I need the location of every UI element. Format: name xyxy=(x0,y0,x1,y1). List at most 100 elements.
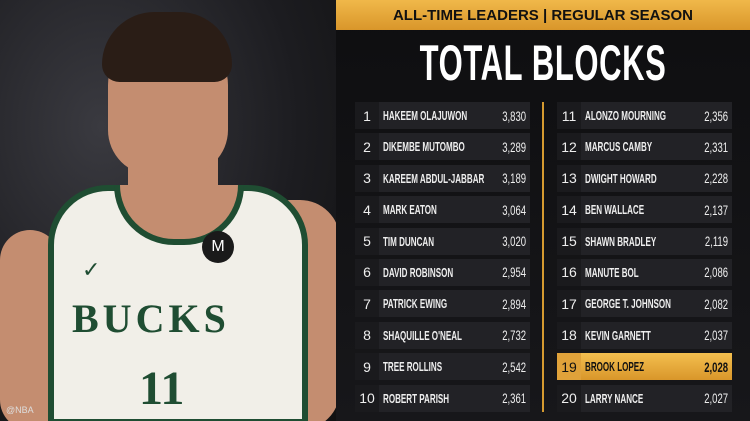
blocks-cell: 2,331 xyxy=(692,139,732,155)
blocks-value: 3,020 xyxy=(502,233,526,250)
blocks-cell: 3,189 xyxy=(490,170,530,186)
jersey: M ✓ BUCKS 11 xyxy=(48,185,308,421)
nike-swoosh-icon: ✓ xyxy=(82,257,101,282)
blocks-value: 2,037 xyxy=(704,327,728,344)
rank: 9 xyxy=(355,353,379,381)
blocks-cell: 3,289 xyxy=(490,139,530,155)
blocks-value: 2,331 xyxy=(704,138,728,155)
player-name-cell: ROBERT PARISH xyxy=(379,391,490,406)
player-name: MARCUS CAMBY xyxy=(585,139,653,155)
blocks-value: 2,027 xyxy=(704,390,728,407)
player-name: TREE ROLLINS xyxy=(383,359,443,375)
table-row: 16 MANUTE BOL 2,086 xyxy=(557,258,732,286)
blocks-cell: 2,356 xyxy=(692,108,732,124)
player-name-cell: HAKEEM OLAJUWON xyxy=(379,108,490,123)
blocks-value: 2,542 xyxy=(502,358,526,375)
leaders-panel: ALL-TIME LEADERS | REGULAR SEASON TOTAL … xyxy=(336,0,750,421)
rank: 17 xyxy=(557,290,581,318)
blocks-value: 3,064 xyxy=(502,201,526,218)
leaders-column-1: 1 HAKEEM OLAJUWON 3,830 2 DIKEMBE MUTOMBO 3,2… xyxy=(355,102,530,416)
player-name-cell: PATRICK EWING xyxy=(379,296,490,311)
blocks-value: 2,028 xyxy=(704,358,728,375)
blocks-cell: 2,119 xyxy=(692,233,732,249)
blocks-value: 2,894 xyxy=(502,295,526,312)
player-name: DIKEMBE MUTOMBO xyxy=(383,139,465,155)
rank: 7 xyxy=(355,290,379,318)
blocks-cell: 3,830 xyxy=(490,108,530,124)
player-name-cell: DAVID ROBINSON xyxy=(379,265,490,280)
blocks-cell: 2,954 xyxy=(490,264,530,280)
player-name-cell: BEN WALLACE xyxy=(581,202,692,217)
blocks-value: 2,228 xyxy=(704,170,728,187)
player-name-cell: LARRY NANCE xyxy=(581,391,692,406)
title-wrap: TOTAL BLOCKS xyxy=(336,30,750,96)
table-row: 8 SHAQUILLE O'NEAL 2,732 xyxy=(355,321,530,349)
rank: 19 xyxy=(557,353,581,381)
player-name-cell: KEVIN GARNETT xyxy=(581,328,692,343)
blocks-cell: 2,086 xyxy=(692,264,732,280)
blocks-cell: 2,228 xyxy=(692,170,732,186)
table-row: 20 LARRY NANCE 2,027 xyxy=(557,384,732,412)
player-name: MANUTE BOL xyxy=(585,264,639,280)
blocks-cell: 2,894 xyxy=(490,296,530,312)
column-divider xyxy=(542,102,544,412)
player-name: DAVID ROBINSON xyxy=(383,264,454,280)
blocks-cell: 2,732 xyxy=(490,327,530,343)
player-name: BROOK LOPEZ xyxy=(585,359,645,375)
player-name: KAREEM ABDUL-JABBAR xyxy=(383,170,485,186)
subtitle: ALL-TIME LEADERS | REGULAR SEASON xyxy=(392,6,694,24)
player-name: TIM DUNCAN xyxy=(383,233,435,249)
rank: 5 xyxy=(355,227,379,255)
player-name-cell: SHAQUILLE O'NEAL xyxy=(379,328,490,343)
player-name: PATRICK EWING xyxy=(383,296,448,312)
player-photo: M ✓ BUCKS 11 @NBA xyxy=(0,0,336,421)
table-row: 1 HAKEEM OLAJUWON 3,830 xyxy=(355,102,530,129)
player-name-cell: SHAWN BRADLEY xyxy=(581,234,692,249)
player-name-cell: DWIGHT HOWARD xyxy=(581,171,692,186)
table-row: 12 MARCUS CAMBY 2,331 xyxy=(557,133,732,161)
blocks-value: 3,189 xyxy=(502,170,526,187)
blocks-value: 2,119 xyxy=(704,233,728,250)
table-row: 7 PATRICK EWING 2,894 xyxy=(355,290,530,318)
table-row: 18 KEVIN GARNETT 2,037 xyxy=(557,321,732,349)
photo-credit: @NBA xyxy=(6,405,34,415)
table-row: 2 DIKEMBE MUTOMBO 3,289 xyxy=(355,133,530,161)
player-name: MARK EATON xyxy=(383,202,437,218)
rank: 14 xyxy=(557,196,581,224)
leaders-column-2: 11 ALONZO MOURNING 2,356 12 MARCUS CAMBY 2,33… xyxy=(557,102,732,416)
table-row: 15 SHAWN BRADLEY 2,119 xyxy=(557,227,732,255)
rank: 11 xyxy=(557,102,581,129)
player-name-cell: DIKEMBE MUTOMBO xyxy=(379,139,490,154)
rank: 2 xyxy=(355,133,379,161)
rank: 4 xyxy=(355,196,379,224)
table-row: 13 DWIGHT HOWARD 2,228 xyxy=(557,164,732,192)
blocks-cell: 2,028 xyxy=(692,359,732,375)
player-name-cell: BROOK LOPEZ xyxy=(581,359,692,374)
blocks-cell: 2,082 xyxy=(692,296,732,312)
table-row: 11 ALONZO MOURNING 2,356 xyxy=(557,102,732,129)
player-name: LARRY NANCE xyxy=(585,390,644,406)
table-row: 17 GEORGE T. JOHNSON 2,082 xyxy=(557,290,732,318)
player-name: KEVIN GARNETT xyxy=(585,327,651,343)
rank: 20 xyxy=(557,384,581,412)
rank: 8 xyxy=(355,321,379,349)
player-name-cell: KAREEM ABDUL-JABBAR xyxy=(379,171,490,186)
blocks-value: 2,137 xyxy=(704,201,728,218)
player-name: DWIGHT HOWARD xyxy=(585,170,657,186)
table-row: 4 MARK EATON 3,064 xyxy=(355,196,530,224)
rank: 10 xyxy=(355,384,379,412)
blocks-cell: 2,361 xyxy=(490,390,530,406)
blocks-value: 2,356 xyxy=(704,107,728,124)
blocks-cell: 3,064 xyxy=(490,202,530,218)
blocks-cell: 3,020 xyxy=(490,233,530,249)
rank: 15 xyxy=(557,227,581,255)
table-row: 19 BROOK LOPEZ 2,028 xyxy=(557,353,732,381)
table-row: 5 TIM DUNCAN 3,020 xyxy=(355,227,530,255)
blocks-value: 3,830 xyxy=(502,107,526,124)
blocks-cell: 2,037 xyxy=(692,327,732,343)
blocks-value: 2,082 xyxy=(704,295,728,312)
rank: 16 xyxy=(557,258,581,286)
player-name: GEORGE T. JOHNSON xyxy=(585,296,671,312)
player-hair xyxy=(102,12,232,82)
blocks-cell: 2,542 xyxy=(490,359,530,375)
